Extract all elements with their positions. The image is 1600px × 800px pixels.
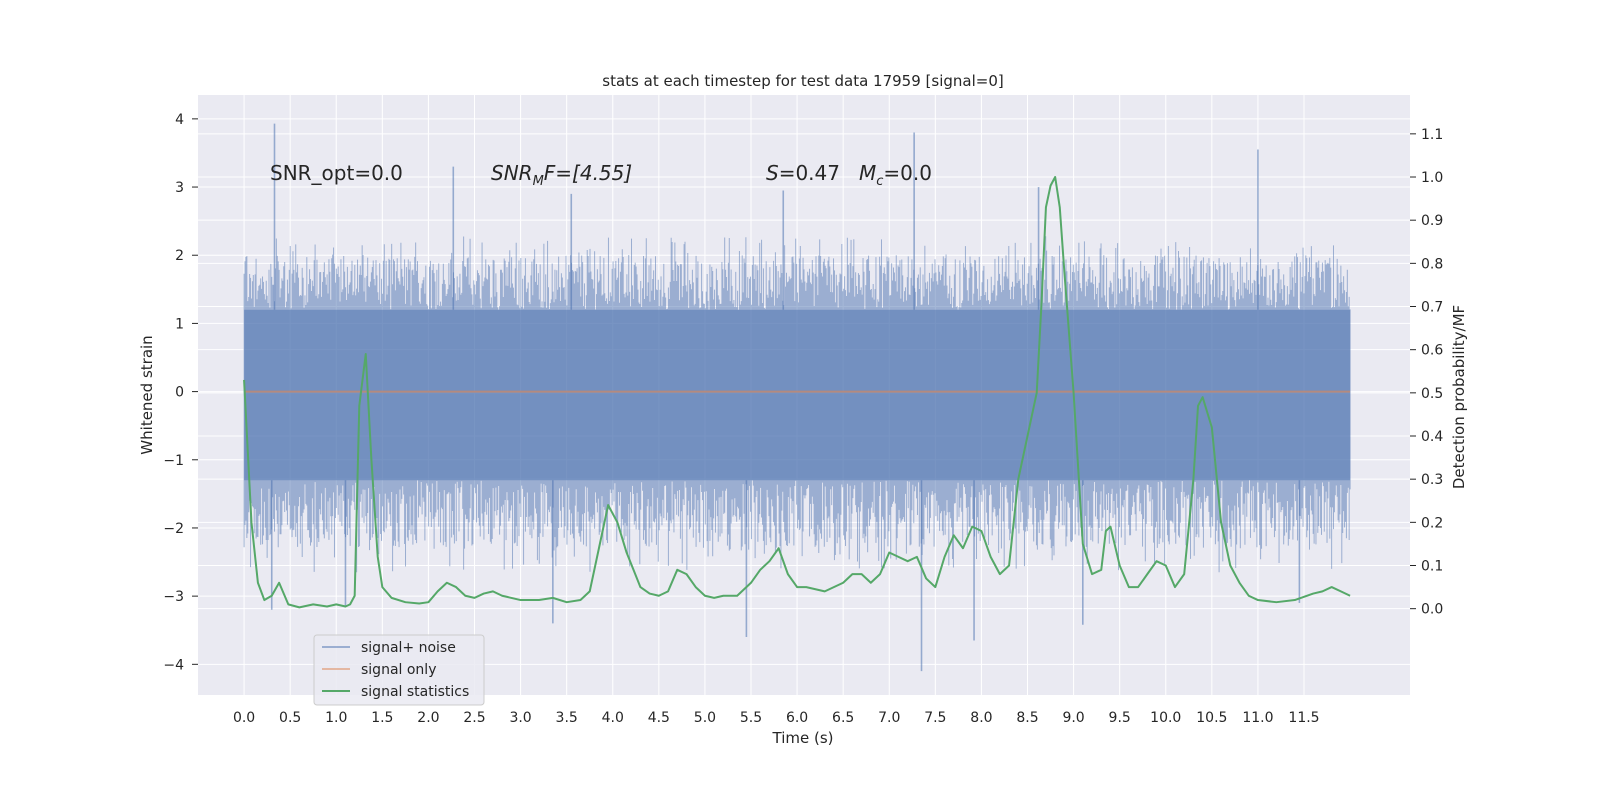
annotation-snr-opt: SNR_opt=0.0 <box>270 161 403 185</box>
y-tick-label-right: 0.5 <box>1421 386 1443 402</box>
y-tick-label-left: 0 <box>175 385 184 401</box>
x-tick-label: 9.0 <box>1062 710 1084 726</box>
y-tick-label-right: 0.7 <box>1421 300 1443 316</box>
x-tick-label: 8.5 <box>1016 710 1038 726</box>
y-axis-label-left: Whitened strain <box>138 335 156 454</box>
x-tick-label: 6.5 <box>832 710 854 726</box>
y-axis-label-right: Detection probability/MF <box>1450 305 1468 489</box>
x-tick-label: 4.0 <box>602 710 624 726</box>
x-tick-label: 8.0 <box>970 710 992 726</box>
x-tick-label: 10.5 <box>1196 710 1227 726</box>
x-tick-label: 0.0 <box>233 710 255 726</box>
x-tick-label: 7.5 <box>924 710 946 726</box>
x-tick-label: 4.5 <box>648 710 670 726</box>
x-tick-label: 7.0 <box>878 710 900 726</box>
signal-noise-core <box>244 309 1351 481</box>
y-tick-label-right: 0.1 <box>1421 559 1443 575</box>
chart-title: stats at each timestep for test data 179… <box>602 72 1003 90</box>
x-tick-label: 1.5 <box>371 710 393 726</box>
y-tick-label-right: 0.3 <box>1421 472 1443 488</box>
y-tick-label-left: 4 <box>175 112 184 128</box>
y-tick-label-right: 0.0 <box>1421 602 1443 618</box>
annotation-s: S=0.47 <box>766 161 840 185</box>
legend: signal+ noise signal only signal statist… <box>313 634 485 706</box>
y-tick-label-left: −3 <box>163 589 184 605</box>
annotations: SNR_opt=0.0 SNRMF=[4.55] S=0.47 Mc=0.0 <box>270 161 932 189</box>
annotation-mc-value: =0.0 <box>883 161 932 185</box>
x-tick-label: 9.5 <box>1109 710 1131 726</box>
y-tick-label-right: 0.8 <box>1421 256 1443 272</box>
y-tick-label-left: 3 <box>175 180 184 196</box>
y-tick-label-left: −4 <box>163 657 184 673</box>
tick-labels: 0.0 0.5 1.0 1.5 2.0 2.5 3.0 3.5 4.0 4.5 5.0 5.5 6.0 6… <box>163 112 1443 726</box>
x-tick-label: 11.0 <box>1242 710 1273 726</box>
line-series <box>243 176 1351 609</box>
legend-label-signal-only: signal only <box>361 662 436 678</box>
annotation-snr-mf-main: SNR <box>491 161 533 185</box>
y-tick-label-right: 0.4 <box>1421 429 1443 445</box>
annotation-snr-mf-value: F=[4.55] <box>544 161 632 185</box>
y-tick-label-right: 0.9 <box>1421 213 1443 229</box>
legend-label-signal-statistics: signal statistics <box>361 684 469 700</box>
x-tick-label: 1.0 <box>325 710 347 726</box>
annotation-mc: Mc=0.0 <box>859 161 932 189</box>
annotation-s-value: =0.47 <box>779 161 840 185</box>
legend-box <box>313 634 485 706</box>
annotation-mc-sub: c <box>876 174 883 189</box>
annotation-snr-mf: SNRMF=[4.55] <box>491 161 632 189</box>
x-tick-label: 3.5 <box>556 710 578 726</box>
x-tick-label: 5.0 <box>694 710 716 726</box>
x-tick-label: 2.0 <box>417 710 439 726</box>
y-tick-label-right: 1.0 <box>1421 170 1443 186</box>
y-tick-label-left: 1 <box>175 316 184 332</box>
legend-label-signal-noise: signal+ noise <box>361 640 456 656</box>
y-tick-label-left: 2 <box>175 248 184 264</box>
signal-statistics-line <box>243 176 1351 609</box>
y-tick-label-left: −2 <box>163 521 184 537</box>
x-tick-label: 5.5 <box>740 710 762 726</box>
y-tick-label-right: 1.1 <box>1421 127 1443 143</box>
annotation-mc-main: M <box>859 161 876 185</box>
x-tick-label: 10.0 <box>1150 710 1181 726</box>
x-tick-label: 0.5 <box>279 710 301 726</box>
signal-noise-series <box>243 123 1351 672</box>
x-axis-label: Time (s) <box>772 729 834 747</box>
annotation-snr-mf-sub: M <box>533 174 544 189</box>
y-tick-label-left: −1 <box>163 453 184 469</box>
y-tick-label-right: 0.2 <box>1421 515 1443 531</box>
x-tick-label: 6.0 <box>786 710 808 726</box>
x-tick-label: 3.0 <box>509 710 531 726</box>
y-tick-label-right: 0.6 <box>1421 343 1443 359</box>
annotation-s-symbol: S <box>766 161 779 185</box>
x-tick-label: 11.5 <box>1288 710 1319 726</box>
x-tick-label: 2.5 <box>463 710 485 726</box>
